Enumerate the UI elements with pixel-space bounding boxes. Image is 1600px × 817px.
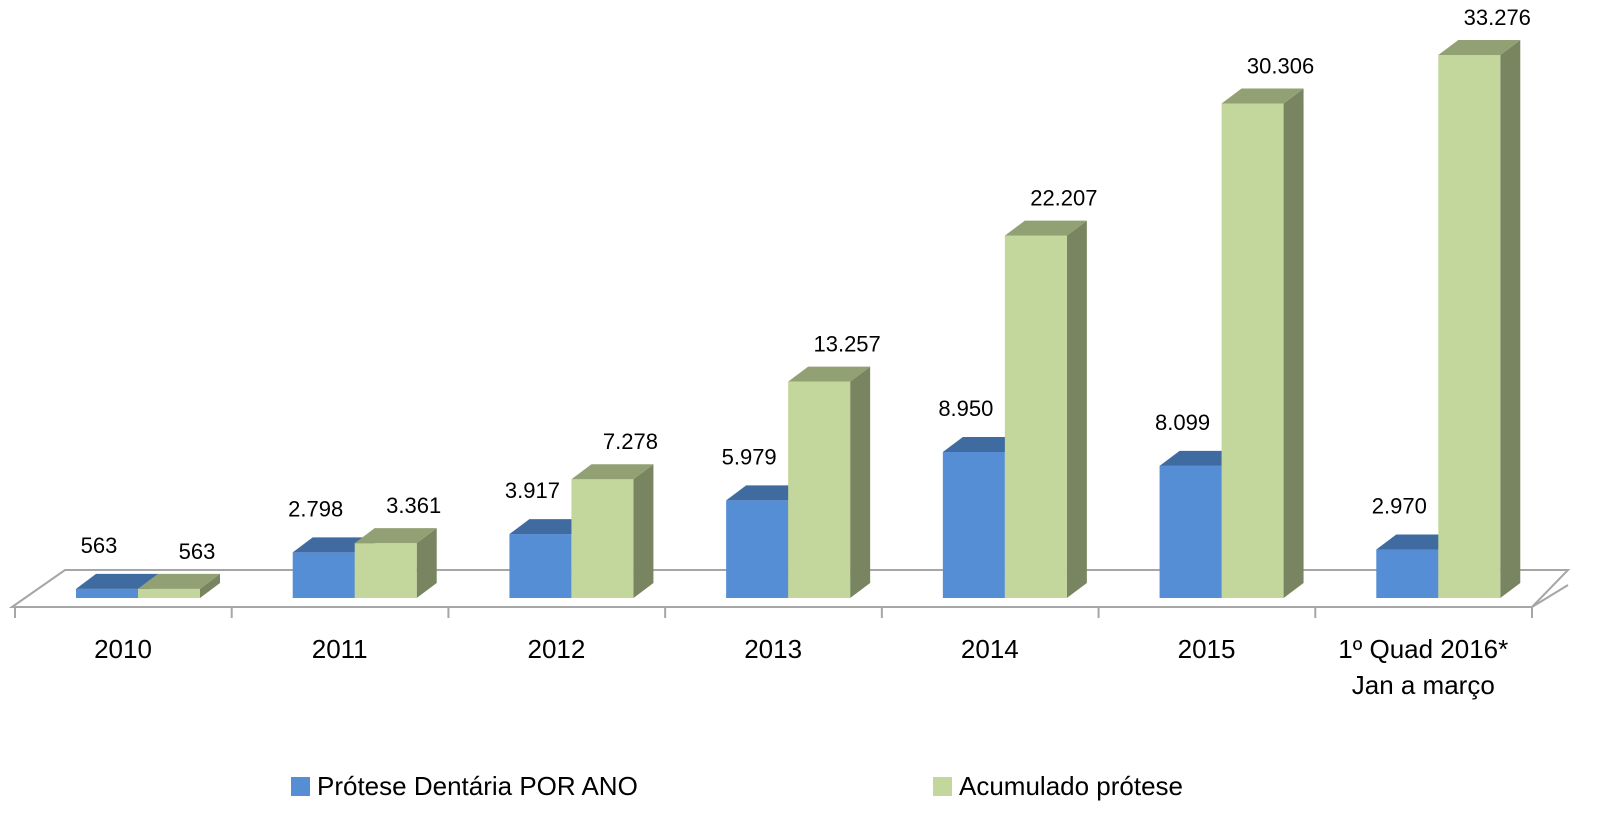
x-tick-label: 2015	[1177, 634, 1236, 664]
value-label: 8.950	[938, 396, 993, 421]
legend-swatch	[933, 777, 952, 796]
value-label: 5.979	[722, 444, 777, 469]
bar	[1221, 103, 1284, 598]
bar	[571, 479, 634, 598]
bar-side	[1500, 40, 1521, 598]
bar	[788, 381, 851, 598]
bar-top	[942, 436, 1025, 452]
bar-top	[726, 485, 809, 501]
bar-side	[1283, 88, 1304, 598]
bar-side	[200, 573, 220, 598]
bar	[942, 451, 1005, 598]
value-label: 2.970	[1372, 494, 1427, 519]
value-label: 30.306	[1247, 53, 1314, 78]
x-tick-label: 2013	[744, 634, 803, 664]
value-label: 563	[81, 533, 118, 558]
value-label: 2.798	[288, 496, 343, 521]
floor	[8, 569, 1571, 608]
value-label: 3.917	[505, 478, 560, 503]
bar	[509, 534, 572, 598]
bar	[1376, 549, 1439, 598]
x-tick-label: 2011	[311, 634, 368, 664]
bar-top	[1221, 88, 1304, 104]
bar	[1159, 465, 1222, 598]
bar-top	[138, 573, 220, 589]
bar-side	[850, 366, 871, 598]
x-tick-label: 2012	[527, 634, 586, 664]
bar-top	[1438, 40, 1521, 55]
bar-top	[1159, 450, 1242, 466]
bar-side	[633, 464, 654, 598]
bar	[354, 543, 417, 598]
bar-top	[1004, 220, 1087, 236]
value-label: 563	[179, 539, 216, 564]
bar	[1438, 55, 1501, 598]
bar-side	[416, 528, 437, 598]
bar	[76, 588, 138, 598]
bar-top	[788, 366, 871, 382]
legend-label: Acumulado prótese	[959, 771, 1184, 801]
x-tick-label: 2010	[94, 634, 152, 664]
value-label: 33.276	[1464, 5, 1531, 30]
bar-top	[571, 464, 654, 480]
bar-top	[292, 537, 375, 553]
value-label: 7.278	[603, 429, 658, 454]
bar-side	[1066, 220, 1087, 598]
legend-label: Prótese Dentária POR ANO	[317, 771, 638, 801]
bar-top	[354, 528, 437, 544]
bar-top	[76, 573, 158, 589]
bar-top	[1376, 534, 1459, 550]
value-label: 13.257	[813, 332, 880, 357]
value-label: 8.099	[1155, 410, 1210, 435]
floor-edge	[1531, 584, 1569, 608]
bar-top	[509, 519, 592, 535]
bar	[138, 588, 200, 598]
x-tick-label: 1º Quad 2016* Jan a março	[1338, 634, 1509, 700]
legend-swatch	[291, 777, 310, 796]
value-label: 3.361	[386, 493, 441, 518]
x-tick-label: 2014	[960, 634, 1019, 664]
value-label: 22.207	[1030, 186, 1097, 211]
bar	[1004, 235, 1067, 598]
bar	[726, 500, 789, 598]
bar	[292, 552, 355, 598]
